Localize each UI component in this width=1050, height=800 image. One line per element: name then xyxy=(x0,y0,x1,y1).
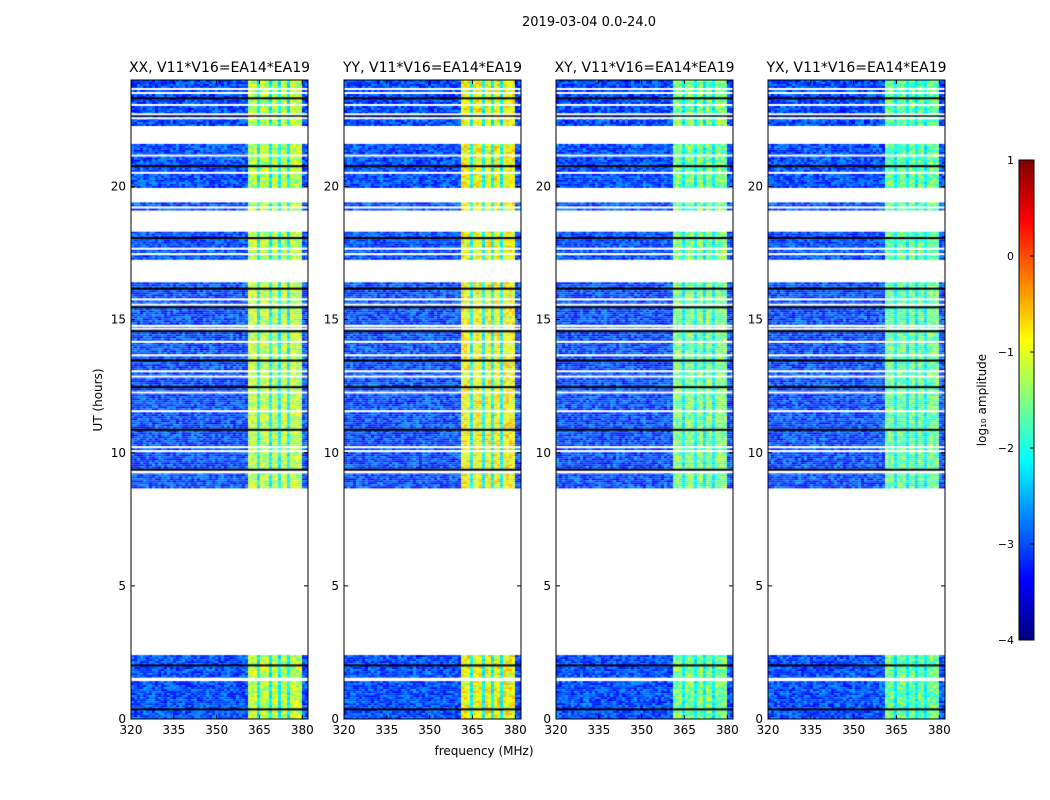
y-tick-label: 10 xyxy=(324,446,339,460)
panel-title: XY, V11*V16=EA14*EA19 xyxy=(554,60,734,76)
colorbar: 1 0 −1 −2 −3 −4 log₁₀ amplitude xyxy=(975,154,1035,647)
y-tick-label: 0 xyxy=(331,712,339,726)
colorbar-label: log₁₀ amplitude xyxy=(975,354,989,446)
colorbar-tick-label: −4 xyxy=(998,634,1014,647)
y-tick-label: 5 xyxy=(755,579,763,593)
panel-frame xyxy=(130,79,309,720)
colorbar-tick-label: −2 xyxy=(998,442,1014,455)
panel-3: XY, V11*V16=EA14*EA19 320 335 350 365 380 0 5 10… xyxy=(536,60,739,737)
y-tick-label: 10 xyxy=(748,446,763,460)
y-tick-label: 15 xyxy=(111,313,126,327)
y-tick-label: 0 xyxy=(118,712,126,726)
colorbar-gradient xyxy=(1018,159,1035,641)
x-tick-label: 350 xyxy=(418,723,441,737)
panels: XX, V11*V16=EA14*EA19 320 335 350 365 380 0 5 10… xyxy=(111,60,951,737)
y-tick-label: 5 xyxy=(118,579,126,593)
y-tick-label: 20 xyxy=(536,180,551,194)
x-tick-label: 365 xyxy=(461,723,484,737)
x-tick-label: 365 xyxy=(885,723,908,737)
panel-frame xyxy=(343,79,522,720)
y-tick-label: 20 xyxy=(111,180,126,194)
figure-title: 2019-03-04 0.0-24.0 xyxy=(522,15,656,30)
x-tick-label: 350 xyxy=(630,723,653,737)
panel-2: YY, V11*V16=EA14*EA19 320 335 350 365 380 0 5 10… xyxy=(324,60,527,737)
panel-frame xyxy=(767,79,946,720)
y-axis-label: UT (hours) xyxy=(91,368,105,431)
x-tick-label: 320 xyxy=(333,723,356,737)
panel-1: XX, V11*V16=EA14*EA19 320 335 350 365 380 0 5 10… xyxy=(111,60,314,737)
x-tick-label: 380 xyxy=(504,723,527,737)
x-tick-label: 320 xyxy=(757,723,780,737)
x-tick-label: 335 xyxy=(587,723,610,737)
heatmap-image xyxy=(344,80,521,719)
y-tick-label: 20 xyxy=(748,180,763,194)
y-tick-label: 15 xyxy=(748,313,763,327)
y-tick-label: 10 xyxy=(536,446,551,460)
panel-title: YY, V11*V16=EA14*EA19 xyxy=(342,60,522,76)
heatmap-image xyxy=(556,80,733,719)
x-tick-label: 380 xyxy=(291,723,314,737)
x-tick-label: 365 xyxy=(673,723,696,737)
colorbar-tick-label: 0 xyxy=(1007,250,1014,263)
x-axis-label: frequency (MHz) xyxy=(434,744,533,758)
x-tick-label: 335 xyxy=(799,723,822,737)
x-tick-label: 380 xyxy=(928,723,951,737)
panel-4: YX, V11*V16=EA14*EA19 320 335 350 365 380 0 5 10… xyxy=(748,60,951,737)
x-tick-label: 335 xyxy=(162,723,185,737)
colorbar-tick-label: −3 xyxy=(998,538,1014,551)
x-tick-label: 350 xyxy=(842,723,865,737)
y-tick-label: 0 xyxy=(543,712,551,726)
y-tick-label: 15 xyxy=(536,313,551,327)
y-tick-label: 15 xyxy=(324,313,339,327)
colorbar-tick-label: 1 xyxy=(1007,154,1014,167)
x-tick-label: 365 xyxy=(248,723,271,737)
x-tick-label: 350 xyxy=(205,723,228,737)
panel-frame xyxy=(555,79,734,720)
x-tick-label: 320 xyxy=(120,723,143,737)
panel-title: YX, V11*V16=EA14*EA19 xyxy=(765,60,946,76)
x-tick-label: 380 xyxy=(716,723,739,737)
heatmap-image xyxy=(131,80,308,719)
y-tick-label: 5 xyxy=(543,579,551,593)
colorbar-ticks: 1 0 −1 −2 −3 −4 xyxy=(998,154,1034,647)
x-tick-label: 335 xyxy=(375,723,398,737)
panel-title: XX, V11*V16=EA14*EA19 xyxy=(129,60,310,76)
x-tick-label: 320 xyxy=(545,723,568,737)
y-tick-label: 5 xyxy=(331,579,339,593)
colorbar-tick-label: −1 xyxy=(998,346,1014,359)
y-tick-label: 0 xyxy=(755,712,763,726)
y-tick-label: 20 xyxy=(324,180,339,194)
heatmap-image xyxy=(768,80,945,719)
y-tick-label: 10 xyxy=(111,446,126,460)
